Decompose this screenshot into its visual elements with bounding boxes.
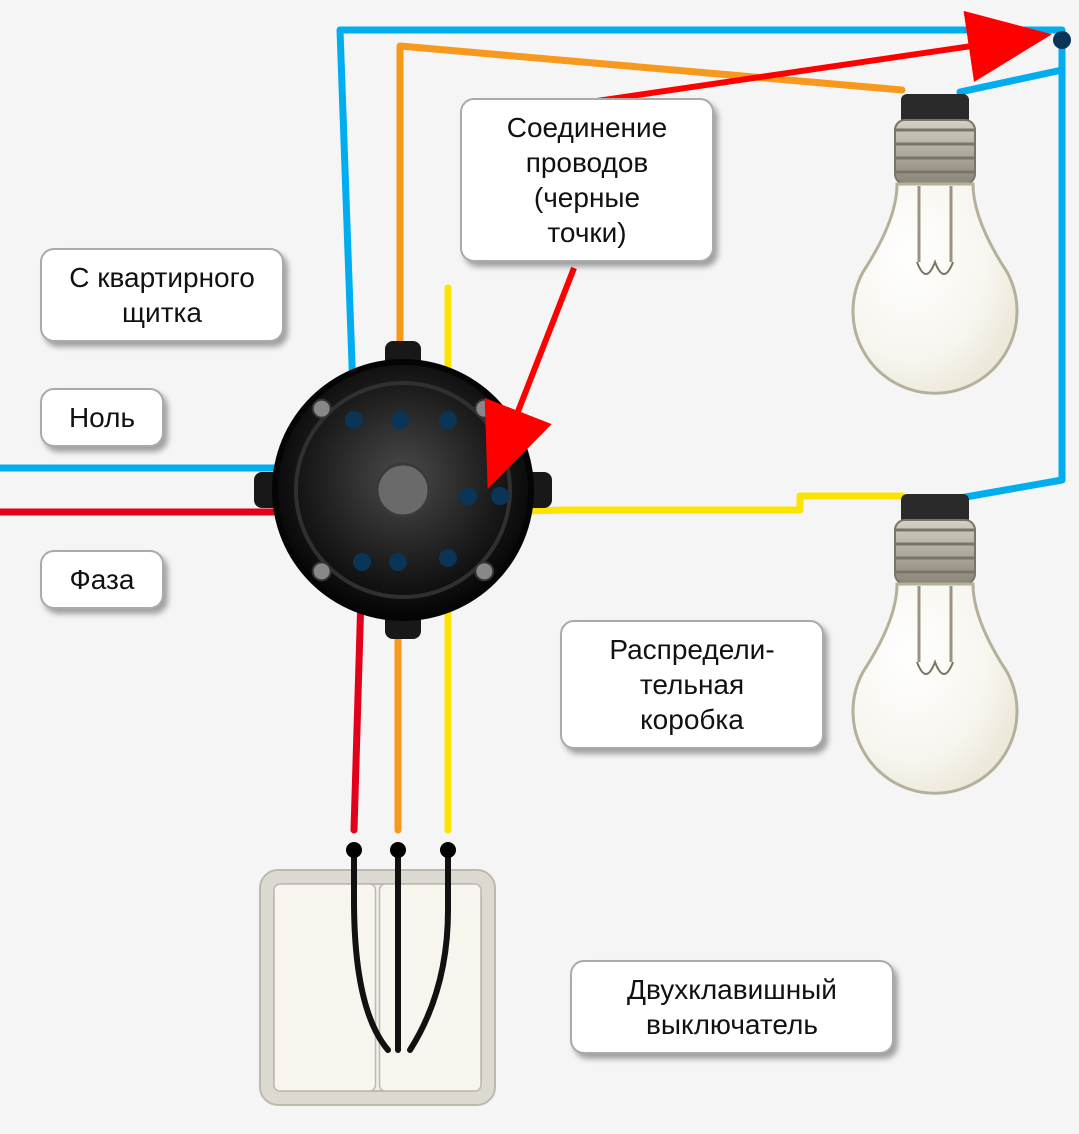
pointer-arrow: [492, 268, 574, 478]
label-junction: Распредели-тельнаякоробка: [560, 620, 824, 749]
connection-node: [345, 411, 363, 429]
connection-node: [389, 553, 407, 571]
connection-node: [439, 549, 457, 567]
label-switch: Двухклавишныйвыключатель: [570, 960, 894, 1054]
connection-node: [439, 411, 457, 429]
connection-node: [1053, 31, 1071, 49]
label-connection: Соединениепроводов(черныеточки): [460, 98, 714, 262]
light-bulb: [853, 494, 1017, 793]
light-bulb: [853, 94, 1017, 393]
label-from-panel: С квартирногощитка: [40, 248, 284, 342]
label-phase: Фаза: [40, 550, 164, 609]
connection-node: [353, 553, 371, 571]
wiring-diagram: С квартирногощитка Ноль Фаза Соединениеп…: [0, 0, 1079, 1134]
double-switch: [260, 842, 495, 1105]
connection-node: [491, 487, 509, 505]
label-neutral: Ноль: [40, 388, 164, 447]
connection-node: [459, 487, 477, 505]
junction-box: [254, 341, 552, 639]
connection-node: [391, 411, 409, 429]
